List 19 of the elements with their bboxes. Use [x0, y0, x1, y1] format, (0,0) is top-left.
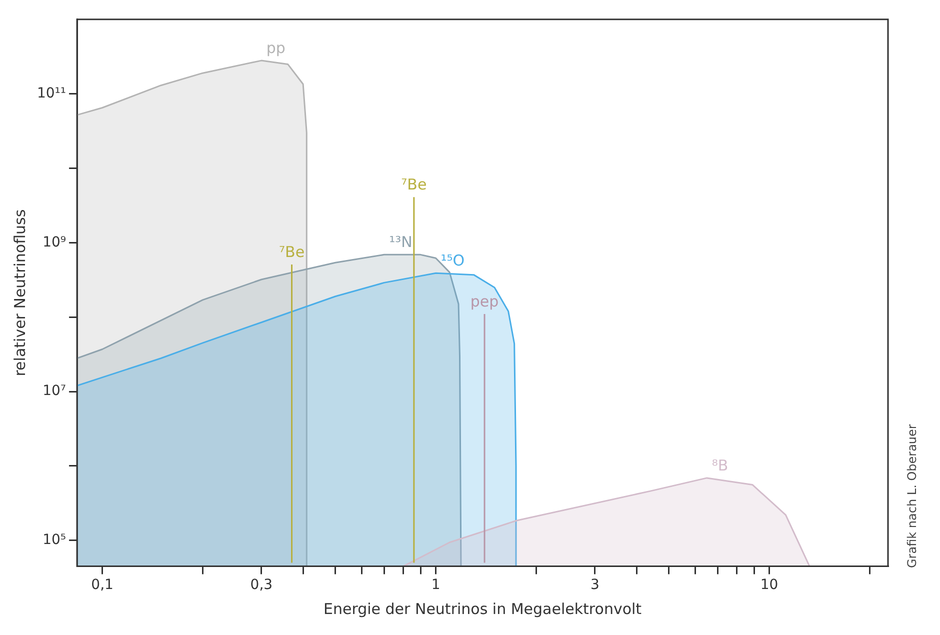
x-tick-label: 1	[431, 577, 440, 594]
series-label: ⁸B	[712, 456, 728, 474]
x-tick-label: 0,3	[250, 577, 273, 594]
y-tick-label: 10⁷	[42, 383, 66, 400]
y-tick-label: 10⁹	[42, 234, 66, 250]
series-label: ⁷Be	[279, 242, 305, 261]
x-tick-label: 0,1	[91, 577, 114, 594]
series-label: pp	[266, 38, 286, 57]
x-axis-title: Energie der Neutrinos in Megaelektronvolt	[323, 600, 642, 618]
series-label: ¹³N	[389, 233, 412, 252]
series-label: ⁷Be	[401, 175, 427, 194]
y-axis-title: relativer Neutrinofluss	[10, 209, 29, 376]
y-tick-label: 10¹¹	[36, 85, 66, 102]
series-label: ¹⁵O	[440, 252, 465, 270]
y-tick-label: 10⁵	[42, 532, 66, 548]
x-tick-label: 10	[760, 577, 778, 594]
text: Grafik nach L. Oberauer	[905, 424, 919, 568]
series-label: pep	[470, 292, 499, 310]
x-tick-label: 3	[590, 577, 600, 594]
